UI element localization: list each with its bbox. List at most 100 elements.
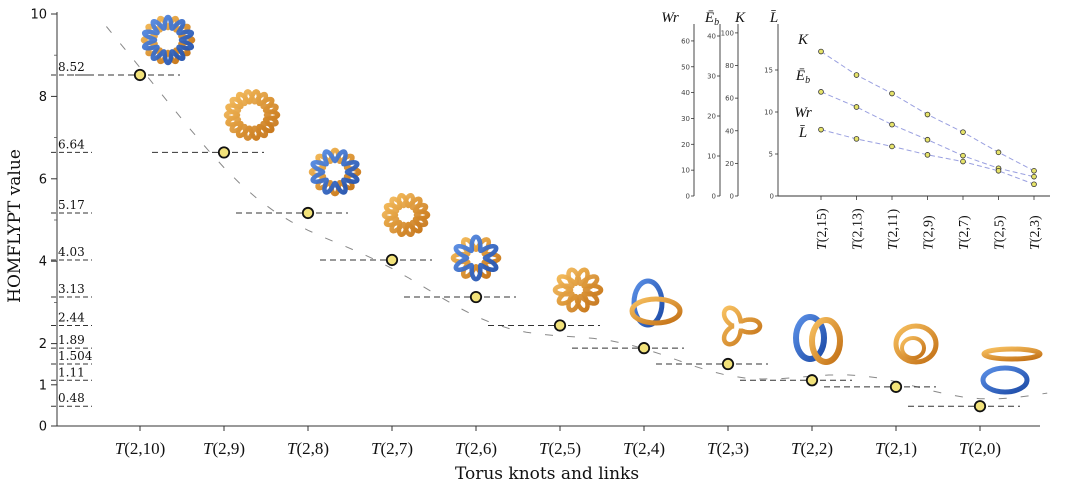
x-tick-label: T(2,3) <box>707 439 749 458</box>
unknot-outer <box>893 323 939 365</box>
value-annotation: 1.11 <box>58 365 85 379</box>
inset-series-point <box>818 126 824 133</box>
main-labels: 0 1 2 4 6 8 10 T(2,10) T(2,9) T(2,8) T(2,7) T(2,6) T… <box>30 8 1001 459</box>
inset-side-tick-label: 20 <box>725 160 734 168</box>
knot-illustrations <box>140 14 1043 395</box>
inset-y-tick-label: 15 <box>764 67 773 75</box>
knot-strand-a <box>308 147 362 197</box>
x-tick-label: T(2,2) <box>791 439 833 458</box>
inset-series-label: Ēb <box>795 68 810 86</box>
inset-series-point <box>960 152 966 159</box>
y-axis-title: HOMFLYPT value <box>5 149 25 303</box>
value-annotation: 8.52 <box>58 60 85 74</box>
inset-x-tick-label: T(2,11) <box>886 209 901 250</box>
inset-x-tick-label: T(2,5) <box>993 215 1008 250</box>
x-axis-title: Torus knots and links <box>455 464 639 484</box>
value-annotation: 3.13 <box>58 282 85 296</box>
knot-strand-a <box>556 267 604 313</box>
torus-knot-icon <box>552 267 604 313</box>
main-marks <box>51 26 1048 413</box>
inset-side-tick-label: 30 <box>681 115 690 123</box>
inset-series-point <box>960 158 966 165</box>
inset-series-point <box>995 149 1002 156</box>
inset-side-tick-label: 40 <box>681 89 690 97</box>
inset-side-tick-label: 10 <box>681 167 690 175</box>
inset-series-point <box>1031 173 1037 180</box>
y-tick-label: 2 <box>39 337 47 352</box>
torus-link-icon <box>629 278 683 328</box>
unknot-inner <box>900 336 926 360</box>
value-annotation: 4.03 <box>58 245 85 259</box>
torus-knot-icon <box>893 323 939 365</box>
torus-knot-icon <box>721 305 763 347</box>
inset-y-tick-label: 5 <box>769 151 773 159</box>
value-annotation: 6.64 <box>58 137 85 151</box>
data-point <box>637 342 651 355</box>
inset-side-tick-label: 40 <box>707 33 716 41</box>
inset-side-tick-label: 10 <box>707 153 716 161</box>
inset-series-point <box>924 136 931 143</box>
knot-strand-b <box>381 192 429 238</box>
inset-series-point <box>1031 181 1037 188</box>
inset-side-tick-label: 20 <box>681 141 690 149</box>
inset-x-tick-label: T(2,15) <box>815 208 830 250</box>
hopf-ring-orange <box>809 317 843 365</box>
x-tick-label: T(2,10) <box>115 439 166 458</box>
torus-link-icon <box>793 314 843 365</box>
unlink-ring-orange <box>981 346 1043 362</box>
inset-side-axis-label: K <box>734 10 746 26</box>
inset-x-tick-label: T(2,7) <box>957 215 972 250</box>
knot-strand-a <box>450 237 502 279</box>
inset-series-point <box>853 72 860 78</box>
data-point <box>973 400 987 413</box>
data-point <box>805 374 819 387</box>
data-point <box>301 206 315 220</box>
knot-strand-b <box>453 234 499 282</box>
inset-side-axis-label: L̄ <box>769 10 778 26</box>
knot-strand-a <box>225 89 281 141</box>
y-tick-label: 10 <box>30 8 47 23</box>
knot-strand-b <box>223 89 279 141</box>
inset-side-tick-label: 0 <box>686 193 690 201</box>
data-point <box>217 146 231 159</box>
x-tick-label: T(2,4) <box>623 439 665 458</box>
inset-x-tick-label: T(2,9) <box>922 215 937 250</box>
inset-side-tick-label: 80 <box>725 62 734 70</box>
knot-strand-b <box>141 14 195 66</box>
data-point <box>721 357 735 371</box>
y-tick-label: 4 <box>39 255 47 270</box>
inset-chart: 0 10 20 30 40 50 60 0 10 20 30 40 0 20 40 60 80 100 0 Wr Ēb K… <box>661 10 1050 250</box>
torus-knot-icon <box>223 89 281 141</box>
inset-side-tick-label: 60 <box>681 37 690 45</box>
knot-strand-b <box>310 149 360 195</box>
inset-y-tick-label: 10 <box>764 109 773 117</box>
value-annotation: 1.89 <box>58 333 85 347</box>
data-point <box>469 290 483 304</box>
inset-side-axis-label: Ēb <box>704 10 719 28</box>
x-tick-label: T(2,5) <box>539 439 581 458</box>
inset-series-point <box>889 143 895 150</box>
inset-x-tick-label: T(2,3) <box>1028 215 1043 250</box>
inset-side-tick-label: 60 <box>725 95 734 103</box>
torus-knot-icon <box>308 147 362 197</box>
data-point <box>553 319 567 332</box>
inset-series-point <box>995 168 1002 174</box>
inset-series-label: L̄ <box>798 125 807 141</box>
y-tick-label: 0 <box>39 420 47 435</box>
inset-side-tick-label: 100 <box>721 29 734 37</box>
inset-series-point <box>960 129 966 135</box>
inset-side-axis-label: Wr <box>661 10 679 26</box>
inset-side-tick-label: 0 <box>730 193 734 201</box>
value-annotation: 5.17 <box>58 198 85 212</box>
inset-series-point <box>889 121 895 128</box>
inset-series-point <box>853 104 860 110</box>
inset-side-tick-label: 50 <box>681 63 690 71</box>
x-tick-label: T(2,6) <box>455 439 497 458</box>
data-point <box>385 253 399 267</box>
unlink-ring-blue <box>980 365 1030 395</box>
torus-link-icon <box>980 346 1043 395</box>
inset-side-tick-label: 0 <box>712 193 716 201</box>
trefoil-strand <box>721 305 763 347</box>
x-tick-label: T(2,0) <box>959 439 1001 458</box>
